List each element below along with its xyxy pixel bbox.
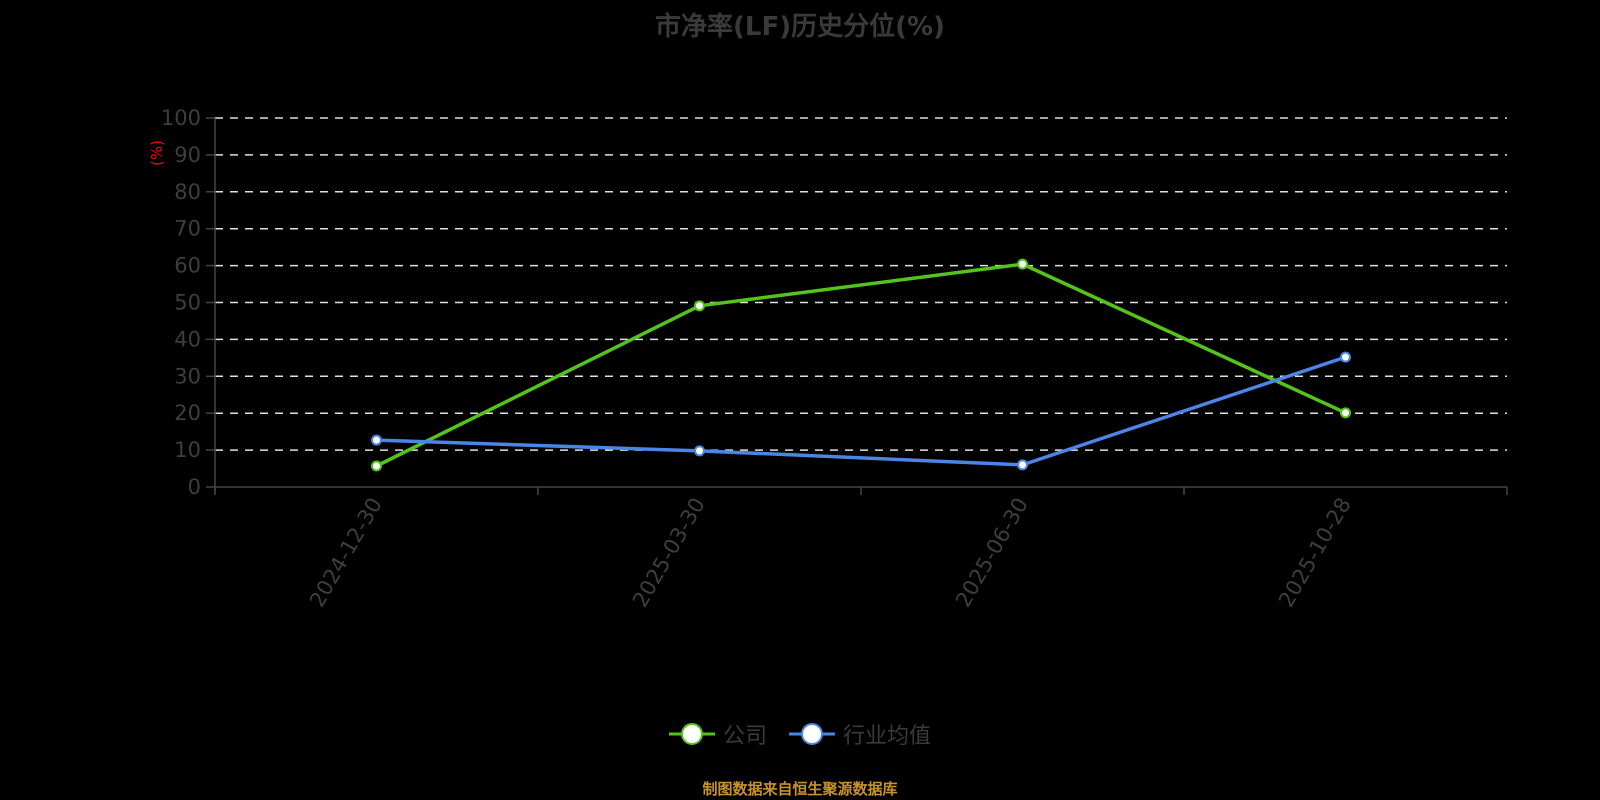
x-axis-ticks: 2024-12-30 2025-03-30 2025-06-30 2025-10-28 xyxy=(305,494,1356,612)
data-point[interactable] xyxy=(371,460,382,472)
chart-title: 市净率(LF)历史分位(%) xyxy=(655,12,945,42)
legend: 公司 行业均值 xyxy=(0,718,1600,750)
y-tick-label: 90 xyxy=(174,143,201,167)
legend-marker-blue-icon xyxy=(789,723,835,745)
series-line xyxy=(375,262,1347,468)
data-point[interactable] xyxy=(1340,351,1351,363)
grid-lines xyxy=(215,117,1507,451)
legend-item-company[interactable]: 公司 xyxy=(668,718,767,750)
x-tick-label: 2025-10-28 xyxy=(1274,494,1356,612)
y-tick-label: 0 xyxy=(188,475,201,499)
data-source-footer: 制图数据来自恒生聚源数据库 xyxy=(702,780,898,798)
y-tick-label: 80 xyxy=(174,180,201,204)
data-series xyxy=(371,258,1351,472)
x-tick-label: 2024-12-30 xyxy=(305,494,387,612)
y-tick-label: 70 xyxy=(174,217,201,241)
series-line xyxy=(376,355,1347,467)
x-tick-label: 2025-06-30 xyxy=(951,494,1033,612)
y-axis-unit: (%) xyxy=(148,140,166,166)
y-tick-label: 100 xyxy=(161,106,201,130)
y-axis-ticks: 0 10 20 30 40 50 60 70 80 90 100 xyxy=(161,106,215,499)
axes xyxy=(214,118,1508,495)
x-tick-label: 2025-03-30 xyxy=(628,494,710,612)
legend-label: 公司 xyxy=(722,724,767,749)
data-point[interactable] xyxy=(371,434,382,446)
y-tick-label: 20 xyxy=(174,401,201,425)
y-tick-label: 50 xyxy=(174,291,201,315)
data-point[interactable] xyxy=(1340,407,1351,419)
data-point[interactable] xyxy=(1017,258,1028,270)
y-tick-label: 30 xyxy=(174,364,201,388)
data-point[interactable] xyxy=(694,300,705,312)
legend-item-industry-average[interactable]: 行业均值 xyxy=(789,718,931,750)
data-point[interactable] xyxy=(694,445,705,457)
y-tick-label: 60 xyxy=(174,254,201,278)
y-tick-label: 10 xyxy=(174,438,201,462)
legend-label: 行业均值 xyxy=(843,724,932,749)
y-tick-label: 40 xyxy=(174,327,201,351)
legend-marker-green-icon xyxy=(668,723,715,745)
data-point[interactable] xyxy=(1017,459,1028,471)
